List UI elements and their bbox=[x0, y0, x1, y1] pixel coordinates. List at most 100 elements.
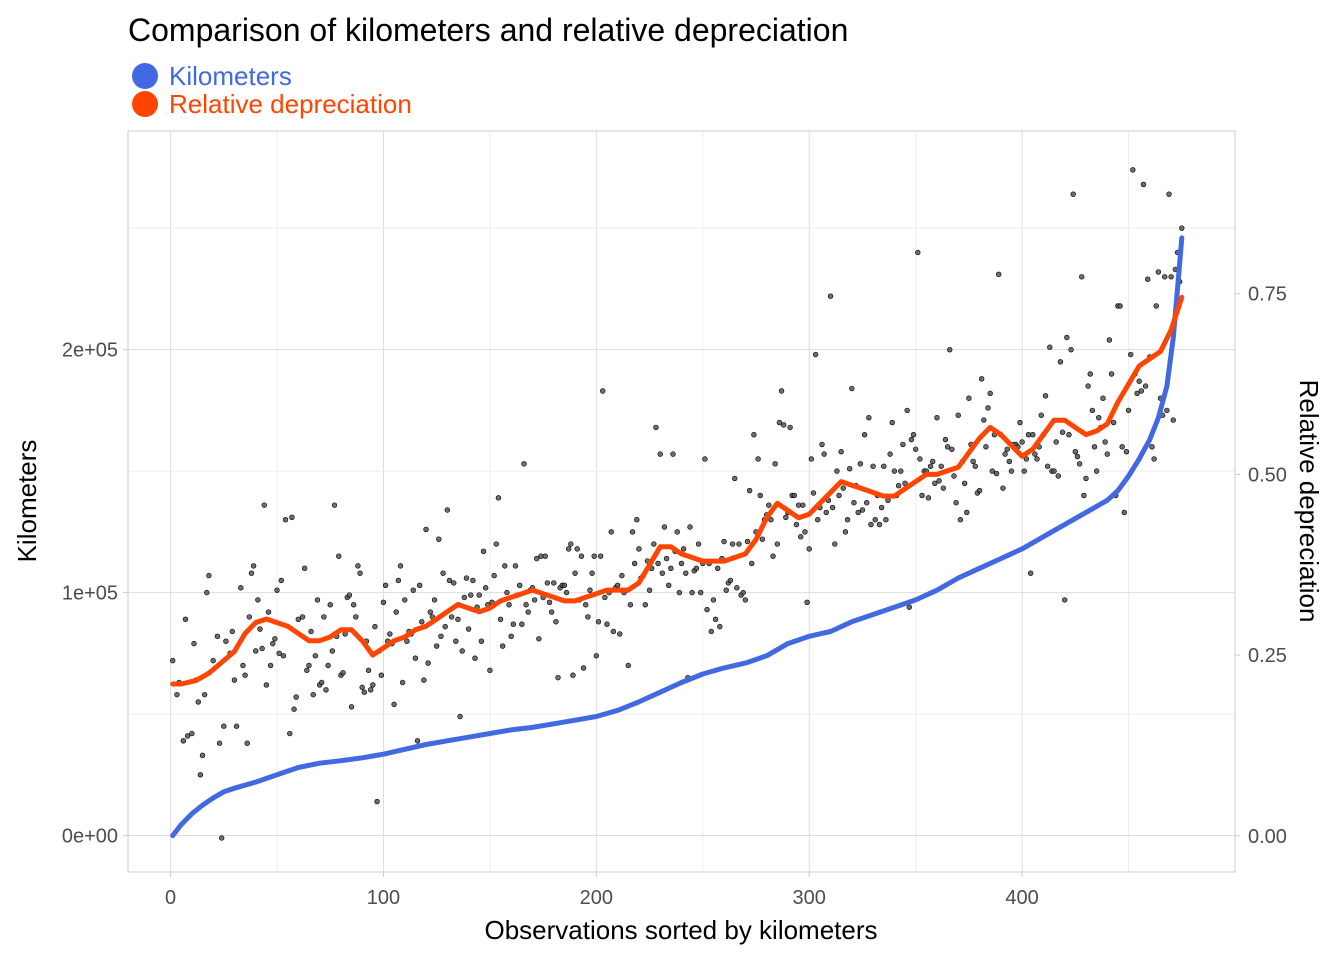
scatter-point bbox=[425, 660, 431, 666]
scatter-point bbox=[551, 580, 557, 586]
scatter-point bbox=[265, 609, 272, 615]
scatter-point bbox=[1070, 191, 1076, 197]
scatter-point bbox=[910, 431, 917, 438]
scatter-point bbox=[1149, 444, 1155, 450]
scatter-point bbox=[325, 662, 331, 669]
scatter-point bbox=[636, 546, 642, 552]
scatter-point bbox=[374, 798, 380, 805]
scatter-point bbox=[399, 679, 406, 686]
scatter-point bbox=[751, 431, 757, 438]
scatter-point bbox=[989, 468, 996, 474]
scatter-point bbox=[674, 529, 680, 535]
scatter-point bbox=[983, 444, 989, 450]
scatter-point bbox=[1002, 451, 1008, 457]
scatter-point bbox=[844, 517, 851, 523]
scatter-point bbox=[387, 631, 393, 637]
scatter-point bbox=[240, 662, 246, 669]
scatter-point bbox=[276, 650, 282, 657]
scatter-point bbox=[1087, 371, 1093, 377]
scatter-point bbox=[493, 541, 499, 547]
scatter-point bbox=[791, 492, 798, 499]
scatter-point bbox=[184, 733, 191, 739]
scatter-point bbox=[593, 653, 600, 659]
scatter-point bbox=[919, 492, 925, 499]
scatter-point bbox=[631, 560, 638, 567]
scatter-point bbox=[668, 565, 674, 572]
scatter-point bbox=[927, 463, 934, 469]
scatter-point bbox=[282, 517, 289, 523]
scatter-point bbox=[778, 388, 785, 394]
scatter-point bbox=[1151, 456, 1157, 462]
scatter-point bbox=[957, 517, 964, 523]
scatter-point bbox=[1072, 448, 1079, 455]
scatter-point bbox=[663, 555, 670, 562]
scatter-point bbox=[421, 677, 427, 683]
scatter-point bbox=[1125, 407, 1132, 414]
scatter-point bbox=[776, 419, 783, 426]
scatter-point bbox=[736, 541, 742, 547]
scatter-point bbox=[842, 529, 849, 535]
scatter-point bbox=[857, 461, 864, 467]
scatter-point bbox=[930, 458, 936, 465]
scatter-point bbox=[1068, 346, 1074, 353]
scatter-point bbox=[717, 623, 723, 630]
scatter-point bbox=[1076, 461, 1083, 467]
scatter-point bbox=[257, 626, 263, 632]
scatter-point bbox=[544, 580, 551, 586]
scatter-point bbox=[800, 502, 806, 508]
scatter-point bbox=[721, 538, 727, 545]
scatter-point bbox=[604, 621, 610, 627]
scatter-point bbox=[570, 672, 576, 678]
scatter-point bbox=[340, 670, 346, 676]
series-line-kilometers bbox=[170, 235, 1185, 839]
scatter-point bbox=[687, 524, 693, 530]
scatter-point bbox=[587, 587, 593, 593]
scatter-point bbox=[902, 480, 908, 486]
scatter-point bbox=[1123, 448, 1130, 455]
scatter-point bbox=[218, 835, 225, 841]
scatter-point bbox=[508, 633, 514, 640]
scatter-point bbox=[568, 541, 574, 547]
scatter-point bbox=[740, 589, 746, 596]
scatter-point bbox=[391, 701, 397, 708]
scatter-point bbox=[1017, 419, 1023, 426]
scatter-point bbox=[723, 587, 729, 593]
scatter-point bbox=[404, 638, 410, 644]
scatter-point bbox=[1162, 274, 1168, 280]
scatter-point bbox=[944, 444, 951, 450]
scatter-point bbox=[1166, 191, 1172, 197]
scatter-point bbox=[1047, 344, 1053, 350]
scatter-point bbox=[1042, 393, 1049, 399]
scatter-point bbox=[608, 529, 614, 535]
scatter-point bbox=[336, 553, 342, 559]
scatter-point bbox=[578, 553, 585, 559]
scatter-point bbox=[1038, 412, 1044, 418]
scatter-point bbox=[487, 667, 493, 674]
scatter-point bbox=[1136, 378, 1142, 384]
scatter-point bbox=[955, 412, 961, 418]
scatter-point bbox=[433, 643, 440, 649]
scatter-point bbox=[499, 643, 506, 649]
scatter-point bbox=[978, 376, 985, 382]
x-tick-label: 0 bbox=[165, 887, 176, 909]
scatter-point bbox=[670, 451, 676, 457]
scatter-point bbox=[436, 536, 442, 542]
scatter-point bbox=[1057, 359, 1064, 365]
scatter-point bbox=[953, 500, 959, 506]
scatter-point bbox=[1110, 419, 1117, 426]
scatter-point bbox=[714, 565, 721, 572]
scatter-point bbox=[359, 684, 365, 691]
scatter-point bbox=[680, 546, 687, 552]
scatter-point bbox=[864, 500, 870, 506]
scatter-point bbox=[1019, 439, 1025, 445]
scatter-point bbox=[780, 422, 787, 428]
scatter-point bbox=[1089, 407, 1096, 414]
scatter-point bbox=[199, 752, 206, 759]
scatter-point bbox=[832, 541, 838, 547]
scatter-point bbox=[595, 619, 602, 625]
scatter-point bbox=[840, 485, 846, 491]
scatter-point bbox=[1032, 451, 1038, 457]
scatter-point bbox=[1121, 509, 1128, 516]
scatter-point bbox=[478, 638, 485, 644]
